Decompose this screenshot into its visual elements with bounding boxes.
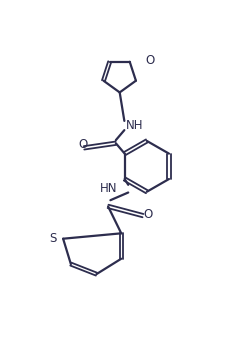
Text: O: O bbox=[78, 138, 87, 151]
Text: S: S bbox=[49, 232, 56, 245]
Text: O: O bbox=[142, 208, 151, 221]
Text: O: O bbox=[145, 54, 154, 67]
Text: HN: HN bbox=[99, 182, 117, 195]
Text: NH: NH bbox=[125, 119, 143, 132]
